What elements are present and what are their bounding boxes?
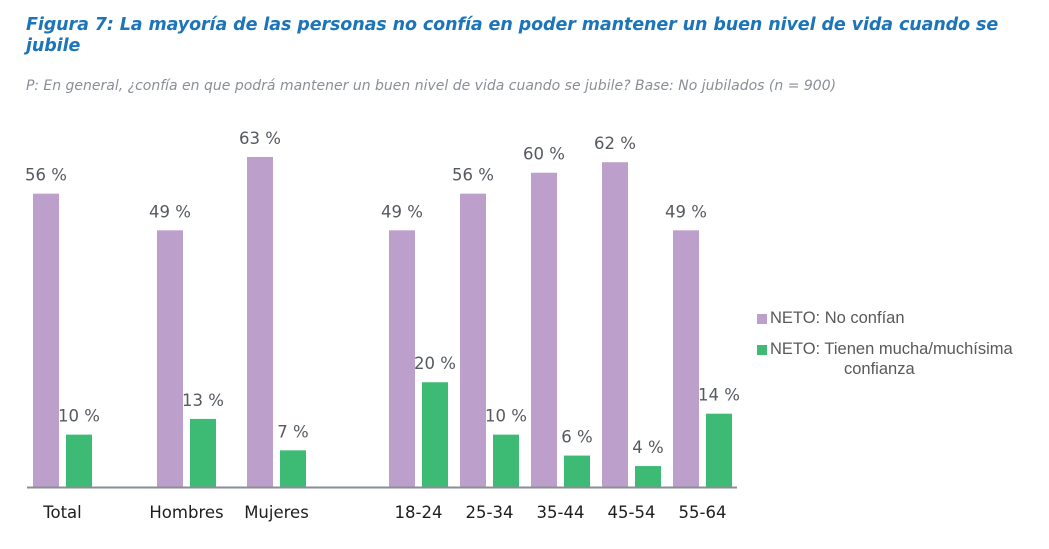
category-label: Total	[42, 503, 82, 522]
bar-confianza-total	[66, 434, 92, 487]
legend-swatch-green	[757, 345, 767, 355]
value-label: 56 %	[452, 166, 494, 185]
legend-label-line1: NETO: Tienen mucha/muchísima	[770, 340, 1013, 358]
value-label: 13 %	[182, 391, 224, 410]
bar-no-confian-45-54	[602, 162, 628, 487]
value-label: 14 %	[698, 386, 740, 405]
bar-no-confian-total	[33, 193, 59, 487]
value-label: 10 %	[485, 407, 527, 426]
legend: NETO: No confían NETO: Tienen mucha/much…	[757, 308, 1049, 390]
value-label: 49 %	[665, 202, 707, 221]
bar-confianza-25-34	[493, 434, 519, 487]
value-label: 10 %	[58, 407, 100, 426]
value-label: 63 %	[239, 129, 281, 148]
chart-subtitle: P: En general, ¿confía en que podrá mant…	[26, 78, 837, 94]
bar-confianza-35-44	[564, 455, 590, 487]
value-label: 7 %	[277, 422, 308, 441]
bar-confianza-55-64	[706, 413, 732, 487]
value-label: 49 %	[381, 202, 423, 221]
value-label: 49 %	[149, 202, 191, 221]
legend-label: NETO: Tienen mucha/muchísima confianza	[770, 339, 1049, 379]
legend-label: NETO: No confían	[770, 309, 905, 327]
bar-no-confian-hombres	[157, 230, 183, 488]
category-label: 18-24	[395, 503, 443, 522]
bar-no-confian-mujeres	[247, 157, 273, 487]
bar-no-confian-25-34	[460, 193, 486, 487]
chart-title: Figura 7: La mayoría de las personas no …	[26, 15, 999, 56]
category-label: 25-34	[466, 503, 514, 522]
bar-no-confian-18-24	[389, 230, 415, 488]
category-label: 35-44	[537, 503, 585, 522]
legend-label-line2: confianza	[844, 360, 915, 378]
value-label: 4 %	[632, 438, 663, 457]
category-label: Hombres	[149, 503, 223, 522]
legend-item-confianza: NETO: Tienen mucha/muchísima confianza	[757, 339, 1049, 379]
bar-confianza-45-54	[635, 466, 661, 487]
value-label: 62 %	[594, 134, 636, 153]
value-label: 6 %	[561, 428, 592, 447]
bars-layer	[33, 157, 732, 488]
bar-no-confian-35-44	[531, 172, 557, 487]
category-label: 45-54	[608, 503, 656, 522]
bar-no-confian-55-64	[673, 230, 699, 488]
value-label: 60 %	[523, 145, 565, 164]
legend-item-no-confian: NETO: No confían	[757, 308, 1049, 328]
bar-confianza-mujeres	[280, 450, 306, 487]
legend-swatch-purple	[757, 314, 767, 324]
value-labels-layer: 56 % 10 % 49 % 13 % 63 % 7 % 49 % 20 % 56 % 10 % 6…	[25, 129, 740, 457]
category-label: 55-64	[679, 503, 727, 522]
bar-confianza-18-24	[422, 382, 448, 487]
value-label: 20 %	[414, 354, 456, 373]
value-label: 56 %	[25, 166, 67, 185]
category-label: Mujeres	[244, 503, 309, 522]
bar-confianza-hombres	[190, 418, 216, 487]
category-labels-layer: Total Hombres Mujeres 18-24 25-34 35-44 45-54 5…	[42, 503, 726, 522]
